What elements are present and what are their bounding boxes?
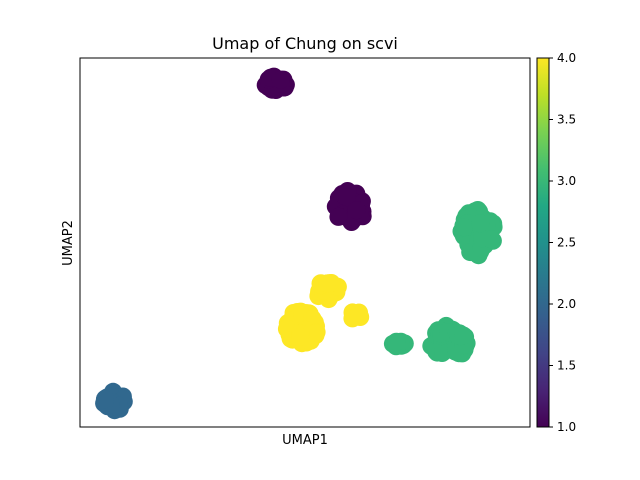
- x-axis-label: UMAP1: [282, 433, 328, 448]
- scatter-point: [471, 214, 490, 233]
- colorbar: 1.0 1.5 2.0 2.5 3.0 3.5 4.0: [536, 51, 576, 434]
- colorbar-tick-label: 3.5: [557, 113, 576, 127]
- colorbar-tick-label: 2.5: [557, 236, 576, 250]
- scatter-point: [318, 274, 337, 293]
- colorbar-ticks: 1.0 1.5 2.0 2.5 3.0 3.5 4.0: [549, 51, 576, 434]
- colorbar-tick-label: 1.0: [557, 420, 576, 434]
- scatter-point: [95, 390, 114, 409]
- colorbar-gradient: [537, 58, 549, 427]
- scatter-point: [338, 188, 356, 207]
- chart-title: Umap of Chung on scvi: [212, 34, 398, 53]
- scatter-point: [306, 324, 325, 342]
- plot-frame: [79, 57, 531, 428]
- scatter-point: [454, 326, 473, 345]
- scatter-point: [329, 207, 348, 226]
- scatter-point: [347, 201, 366, 220]
- colorbar-tick-label: 4.0: [557, 51, 576, 65]
- scatter-point: [349, 303, 368, 322]
- colorbar-tick-label: 3.0: [557, 174, 576, 188]
- scatter-point: [455, 218, 473, 237]
- scatter-points: [95, 67, 503, 420]
- scatter-point: [271, 70, 290, 89]
- scatter-point: [291, 327, 310, 346]
- scatter-point: [277, 319, 296, 338]
- y-axis-label: UMAP2: [61, 220, 76, 266]
- colorbar-tick-label: 1.5: [557, 359, 576, 373]
- colorbar-tick-label: 2.0: [557, 297, 576, 311]
- scatter-point: [387, 332, 406, 351]
- scatter-point: [473, 229, 492, 248]
